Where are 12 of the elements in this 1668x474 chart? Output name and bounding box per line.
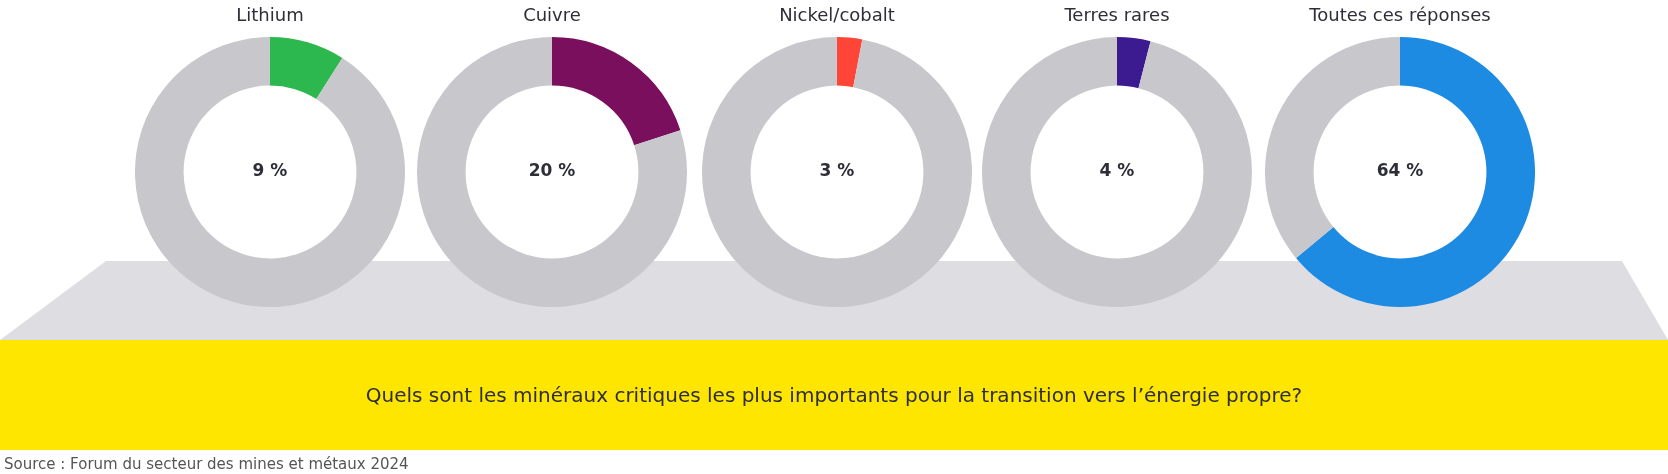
source-note: Source : Forum du secteur des mines et métaux 2024 xyxy=(3,455,410,473)
chart-title: Terres rares xyxy=(1063,3,1171,27)
data-label: 20 % xyxy=(528,160,576,181)
data-label: 9 % xyxy=(252,160,288,181)
chart-title: Cuivre xyxy=(522,3,582,27)
data-label: 4 % xyxy=(1099,160,1135,181)
data-label: 3 % xyxy=(819,160,855,181)
text: Quels sont les minéraux critiques les plus importants pour la transition vers l’énergie propre? xyxy=(365,383,1303,407)
data-label: 64 % xyxy=(1376,160,1424,181)
chart-title: Toutes ces réponses xyxy=(1308,3,1492,27)
chart-title: Nickel/cobalt xyxy=(778,3,896,27)
chart-title: Lithium xyxy=(235,3,305,27)
